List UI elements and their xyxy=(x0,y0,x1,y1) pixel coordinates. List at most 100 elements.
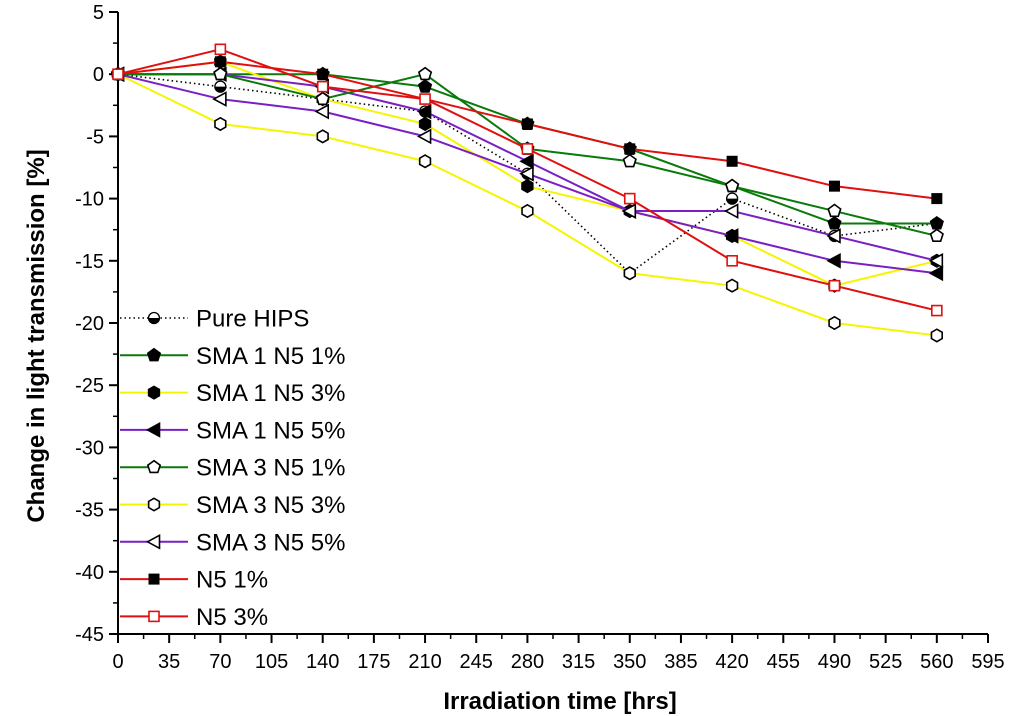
legend-item: SMA 3 N5 3% xyxy=(120,492,345,519)
legend-item: N5 1% xyxy=(120,567,268,594)
y-tick-label: -25 xyxy=(75,375,104,397)
data-point-marker xyxy=(146,347,162,362)
data-point-marker xyxy=(828,180,840,192)
y-tick-label: 5 xyxy=(93,2,104,24)
x-tick-label: 0 xyxy=(112,651,123,673)
legend-item: SMA 3 N5 5% xyxy=(120,529,345,556)
data-point-marker xyxy=(826,252,841,269)
y-tick-label: 0 xyxy=(93,64,104,86)
x-tick-label: 175 xyxy=(357,651,390,673)
data-point-marker xyxy=(828,279,841,292)
data-point-marker xyxy=(315,91,330,106)
data-point-marker xyxy=(519,165,534,182)
data-point-marker xyxy=(146,459,162,474)
data-point-marker xyxy=(726,155,738,167)
x-tick-label: 525 xyxy=(869,651,902,673)
data-point-marker xyxy=(214,56,226,68)
data-point-marker xyxy=(314,103,330,120)
legend-item: SMA 1 N5 1% xyxy=(120,343,345,370)
data-point-marker xyxy=(147,311,161,325)
x-tick-label: 490 xyxy=(818,651,851,673)
legend-label: SMA 1 N5 5% xyxy=(196,417,345,444)
y-axis-title: Change in light transmission [%] xyxy=(23,149,50,522)
data-point-marker xyxy=(214,43,227,56)
data-point-marker xyxy=(723,203,739,219)
data-point-marker xyxy=(726,255,738,267)
data-point-marker xyxy=(214,116,227,132)
legend-item: N5 3% xyxy=(120,604,268,631)
legend-item: SMA 3 N5 1% xyxy=(120,455,345,482)
data-point-marker xyxy=(416,128,432,145)
data-point-marker xyxy=(417,66,433,81)
data-point-marker xyxy=(929,228,944,242)
series-group xyxy=(109,43,944,343)
y-tick-label: -15 xyxy=(75,251,104,273)
legend-item: SMA 1 N5 5% xyxy=(120,417,345,444)
legend-label: SMA 3 N5 3% xyxy=(196,492,345,519)
axes: 0 35 70 105 140 175 210 245 280 315 350 385 420 455 49… xyxy=(75,2,1005,673)
x-axis-title: Irradiation time [hrs] xyxy=(443,688,676,715)
x-tick-label: 385 xyxy=(664,651,697,673)
data-point-marker xyxy=(928,252,944,269)
data-point-marker xyxy=(416,103,432,120)
series-sma-3-n5-3 xyxy=(111,67,943,343)
data-point-marker xyxy=(521,118,533,130)
data-point-marker xyxy=(521,179,534,194)
data-point-marker xyxy=(419,93,431,105)
data-point-marker xyxy=(145,533,161,550)
legend-item: SMA 1 N5 3% xyxy=(120,380,345,407)
x-tick-label: 420 xyxy=(715,651,748,673)
data-point-marker xyxy=(623,192,636,205)
data-point-marker xyxy=(724,178,740,193)
x-tick-label: 105 xyxy=(255,651,288,673)
y-tick-label: -30 xyxy=(75,437,104,459)
x-tick-label: 455 xyxy=(767,651,800,673)
data-point-marker xyxy=(928,265,944,282)
x-tick-label: 245 xyxy=(460,651,493,673)
legend-label: SMA 3 N5 1% xyxy=(196,455,345,482)
data-point-marker xyxy=(317,68,329,80)
x-tick-label: 140 xyxy=(306,651,339,673)
data-point-marker xyxy=(519,153,534,170)
data-point-marker xyxy=(827,215,842,230)
data-point-marker xyxy=(931,193,943,205)
data-point-marker xyxy=(828,315,841,331)
series-sma-1-n5-5 xyxy=(109,66,944,282)
data-point-marker xyxy=(827,203,842,218)
y-tick-label: -10 xyxy=(75,189,104,211)
data-point-marker xyxy=(521,203,534,219)
legend-label: SMA 3 N5 5% xyxy=(196,529,345,556)
data-point-marker xyxy=(212,91,227,107)
data-point-marker xyxy=(418,116,432,132)
data-point-marker xyxy=(417,79,433,93)
data-point-marker xyxy=(826,228,841,244)
data-point-marker xyxy=(148,610,160,623)
legend: Pure HIPS SMA 1 N5 1% SMA 1 N5 3% SMA 1 N5 … xyxy=(120,306,345,631)
x-tick-label: 280 xyxy=(511,651,544,673)
x-tick-label: 350 xyxy=(613,651,646,673)
data-point-marker xyxy=(725,278,739,293)
x-tick-label: 70 xyxy=(209,651,231,673)
data-point-marker xyxy=(725,192,739,205)
data-point-marker xyxy=(316,129,329,144)
data-point-marker xyxy=(521,143,534,155)
x-tick-label: 315 xyxy=(562,651,595,673)
legend-item: Pure HIPS xyxy=(120,306,309,333)
data-point-marker xyxy=(930,328,943,343)
data-point-marker xyxy=(316,80,329,93)
data-point-marker xyxy=(418,154,432,169)
series-sma-3-n5-5 xyxy=(109,66,944,269)
data-point-marker xyxy=(147,385,161,400)
y-tick-label: -5 xyxy=(86,126,104,148)
data-point-marker xyxy=(147,497,161,512)
data-point-marker xyxy=(623,266,636,281)
legend-label: N5 1% xyxy=(196,567,268,594)
data-point-marker xyxy=(931,304,943,317)
data-point-marker xyxy=(148,573,160,585)
data-point-marker xyxy=(145,422,161,438)
data-point-marker xyxy=(214,80,227,93)
x-tick-label: 35 xyxy=(158,651,180,673)
data-point-marker xyxy=(213,66,228,81)
series-n5-3 xyxy=(112,43,943,317)
